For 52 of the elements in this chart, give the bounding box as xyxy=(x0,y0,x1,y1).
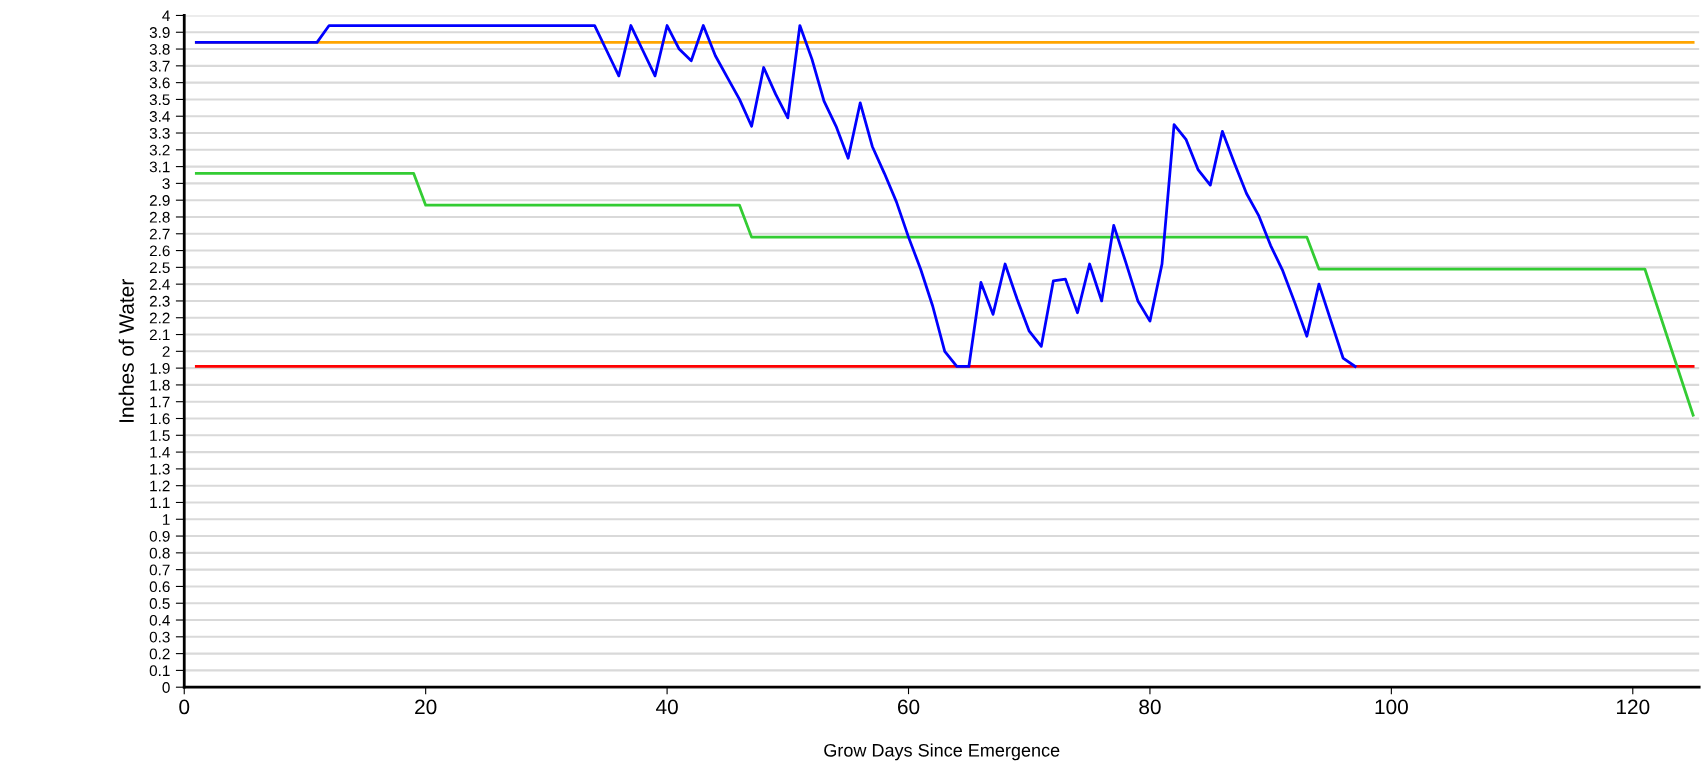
y-tick-label: 0.8 xyxy=(149,547,170,559)
x-tick-label: 100 xyxy=(1375,699,1408,715)
y-tick-label: 2.1 xyxy=(149,329,170,341)
y-tick-label: 2.4 xyxy=(149,279,170,290)
y-tick-label: 1.6 xyxy=(150,413,170,425)
x-tick-label: 60 xyxy=(897,699,920,715)
y-tick-label: 0.3 xyxy=(149,631,170,643)
y-tick-label: 1.9 xyxy=(150,362,170,374)
y-tick-label: 1.7 xyxy=(150,396,170,408)
y-tick-label: 1.1 xyxy=(150,497,170,509)
y-tick-label: 3.1 xyxy=(149,161,170,173)
y-tick-label: 0.9 xyxy=(149,530,170,542)
x-axis-title: Grow Days Since Emergence xyxy=(824,743,1060,761)
y-tick-label: 3 xyxy=(162,178,170,190)
y-tick-label: 3.8 xyxy=(149,43,170,55)
x-tick-label: 120 xyxy=(1617,699,1650,715)
y-tick-label: 3.5 xyxy=(149,94,170,106)
y-tick-label: 0.2 xyxy=(149,648,170,660)
y-tick-label: 1.4 xyxy=(150,447,170,458)
line-series xyxy=(194,171,1695,417)
y-tick-label: 1.3 xyxy=(150,463,170,475)
y-tick-label: 2.6 xyxy=(149,245,170,257)
y-tick-label: 0.4 xyxy=(149,614,170,626)
y-tick-label: 0.7 xyxy=(149,564,170,576)
y-tick-label: 2.9 xyxy=(149,195,170,206)
y-tick-label: 0.5 xyxy=(149,598,170,609)
y-tick-label: 2 xyxy=(162,346,170,357)
y-tick-label: 1.2 xyxy=(150,480,170,492)
y-tick-label: 0 xyxy=(162,682,170,693)
y-tick-label: 3.3 xyxy=(149,127,170,139)
y-tick-label: 2.7 xyxy=(149,228,170,240)
x-tick-label: 80 xyxy=(1139,699,1161,715)
y-tick-label: 1.5 xyxy=(150,430,170,441)
y-tick-label: 3.2 xyxy=(149,144,170,156)
y-tick-label: 2.2 xyxy=(149,312,170,324)
y-tick-label: 3.4 xyxy=(149,111,170,122)
y-tick-label: 3.9 xyxy=(149,27,170,38)
y-tick-label: 3.7 xyxy=(149,60,170,72)
y-tick-label: 0.6 xyxy=(149,581,170,593)
y-tick-label: 0.1 xyxy=(149,665,170,677)
x-tick-label: 0 xyxy=(179,699,190,715)
x-tick-label: 40 xyxy=(655,699,678,715)
y-tick-label: 4 xyxy=(162,10,170,21)
y-tick-label: 1 xyxy=(163,514,170,525)
y-tick-label: 2.3 xyxy=(149,295,170,307)
x-tick-label: 20 xyxy=(415,699,437,715)
y-tick-label: 1.8 xyxy=(150,379,170,391)
y-tick-label: 3.6 xyxy=(149,77,170,89)
y-axis-title: Inches of Water xyxy=(118,279,134,422)
y-tick-label: 2.5 xyxy=(149,262,170,274)
y-tick-label: 2.8 xyxy=(149,211,170,223)
line-series xyxy=(194,24,1357,368)
